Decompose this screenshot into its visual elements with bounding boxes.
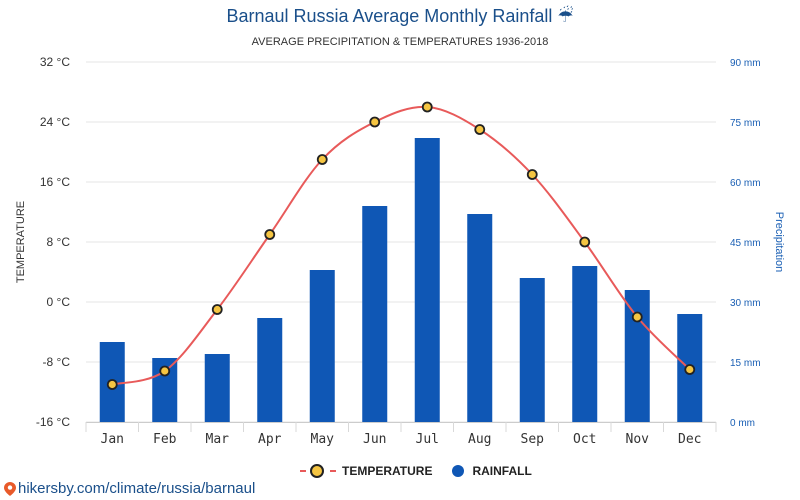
temperature-point — [159, 365, 171, 377]
rainfall-bar — [309, 270, 335, 422]
x-tick-label: Aug — [468, 432, 491, 447]
right-tick-label: 60 mm — [730, 178, 761, 189]
x-tick-label: May — [311, 432, 335, 447]
temperature-point — [106, 379, 118, 390]
location-pin-icon — [4, 481, 16, 496]
chart-title: Barnaul Russia Average Monthly Rainfall … — [226, 6, 574, 26]
temperature-point — [264, 229, 276, 240]
right-tick-label: 0 mm — [730, 418, 755, 429]
right-axis-title: Precipitation — [773, 212, 785, 273]
legend-rainfall-label: RAINFALL — [472, 464, 532, 478]
left-tick-label: 0 °C — [47, 295, 71, 309]
x-tick-label: Oct — [573, 432, 596, 447]
right-tick-label: 75 mm — [730, 118, 761, 129]
left-tick-label: 16 °C — [40, 175, 70, 189]
temperature-point — [474, 124, 486, 135]
x-tick-label: Sep — [521, 432, 545, 447]
legend-temperature-label: TEMPERATURE — [342, 464, 433, 478]
x-tick-label: Nov — [626, 432, 650, 447]
temperature-point — [579, 236, 591, 248]
left-tick-label: 32 °C — [40, 55, 70, 69]
rainfall-bar — [204, 354, 230, 422]
right-tick-label: 15 mm — [730, 358, 761, 369]
legend-line-icon — [330, 470, 336, 472]
x-tick-label: Dec — [678, 432, 701, 447]
x-tick-label: Mar — [206, 432, 230, 447]
chart-subtitle: AVERAGE PRECIPITATION & TEMPERATURES 193… — [251, 36, 549, 48]
rainfall-bar — [519, 278, 545, 422]
left-tick-label: 8 °C — [47, 235, 71, 249]
rainfall-bar — [257, 318, 283, 422]
legend-temperature[interactable]: TEMPERATURE — [300, 464, 432, 478]
source-link[interactable]: hikersby.com/climate/russia/barnaul — [4, 480, 255, 497]
left-tick-label: 24 °C — [40, 115, 70, 129]
temperature-point — [684, 364, 696, 375]
temperature-point — [211, 304, 223, 315]
x-tick-label: Jan — [101, 432, 124, 447]
left-tick-label: -8 °C — [43, 355, 71, 369]
right-tick-label: 30 mm — [730, 298, 761, 309]
x-tick-label: Jun — [363, 432, 386, 447]
temperature-point — [369, 116, 381, 128]
temperature-point — [421, 101, 433, 113]
legend-temperature-marker-icon — [310, 464, 324, 478]
temperature-point — [316, 154, 328, 165]
temperature-point — [631, 311, 643, 323]
x-tick-label: Jul — [416, 432, 439, 447]
rainfall-bar — [414, 138, 440, 422]
legend: TEMPERATURE RAINFALL — [300, 464, 552, 478]
left-axis-title: TEMPERATURE — [15, 201, 27, 283]
x-tick-label: Apr — [258, 432, 282, 447]
legend-rainfall-marker-icon — [452, 465, 465, 477]
rainfall-bar — [624, 290, 650, 422]
temperature-point — [526, 169, 538, 180]
rainfall-bar — [572, 266, 598, 422]
left-tick-label: -16 °C — [36, 415, 70, 429]
rainfall-bar — [362, 206, 388, 422]
source-link-text: hikersby.com/climate/russia/barnaul — [18, 480, 256, 497]
x-tick-label: Feb — [153, 432, 177, 447]
temperature-line — [112, 105, 691, 386]
right-tick-label: 90 mm — [730, 58, 761, 69]
rainfall-bar — [467, 214, 493, 422]
legend-line-icon — [300, 470, 306, 472]
right-tick-label: 45 mm — [730, 238, 761, 249]
legend-rainfall[interactable]: RAINFALL — [452, 464, 532, 478]
